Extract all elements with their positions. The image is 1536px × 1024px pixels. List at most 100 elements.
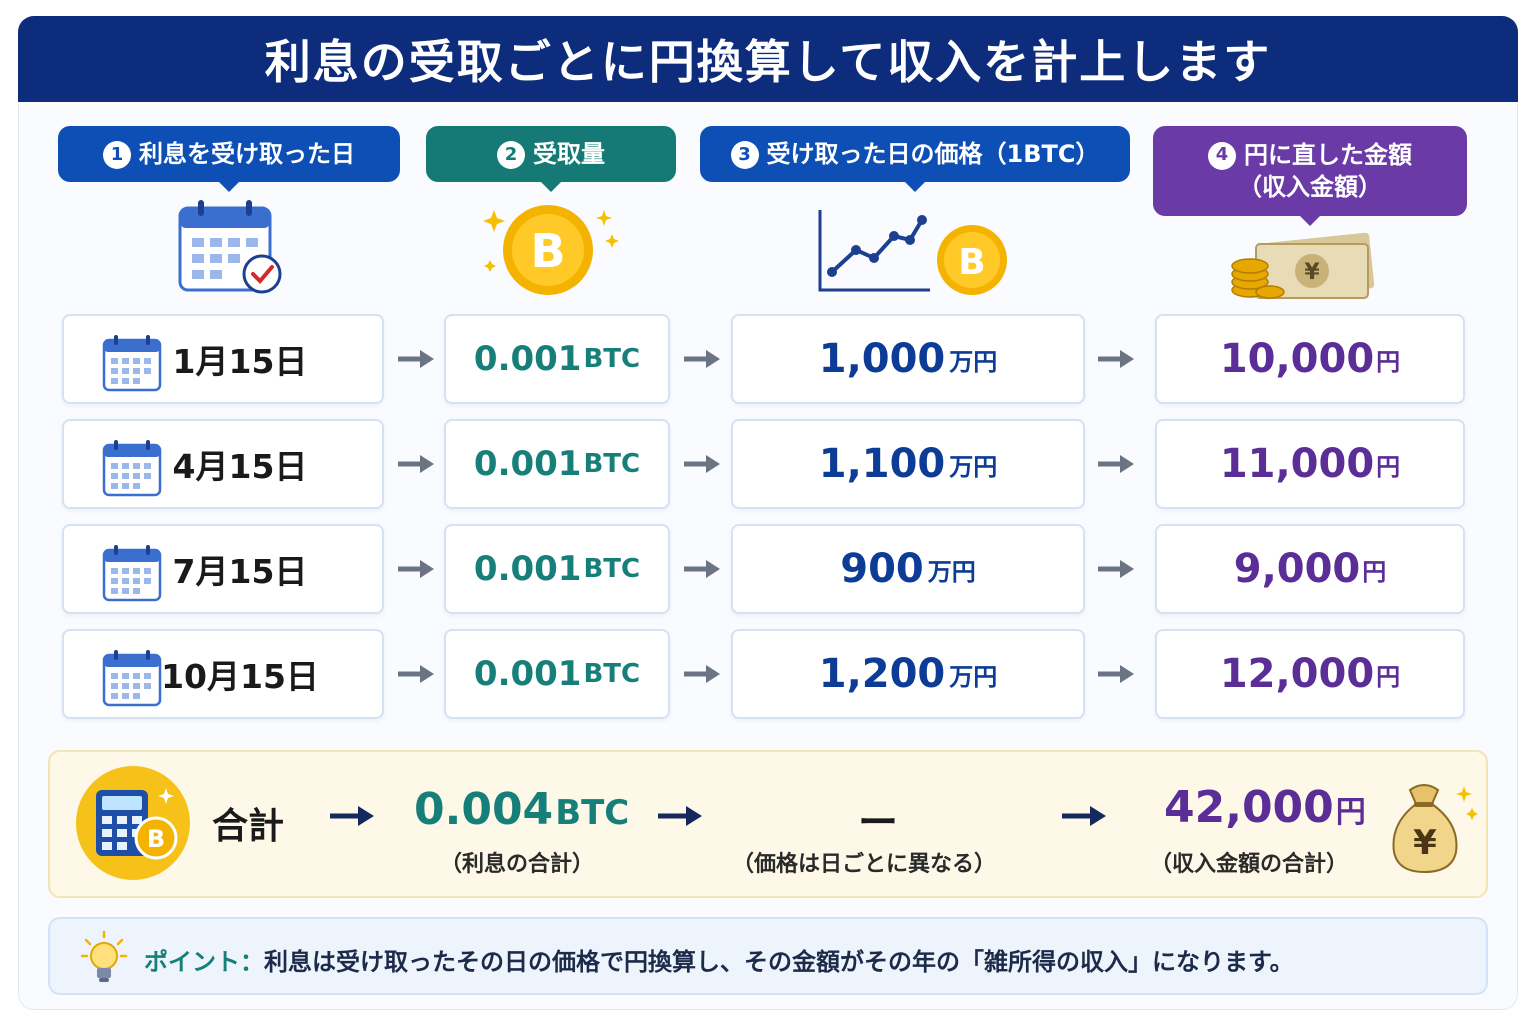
price-value: 1,100 [818,441,946,487]
date-cell: 1月15日 [62,314,384,404]
lightbulb-icon [80,930,128,982]
total-price-dash: ー [858,800,898,846]
yen-value: 11,000 [1219,441,1375,487]
arrow-right-icon [682,558,722,580]
date-value: 4月15日 [172,447,308,486]
step-number: 1 [103,140,131,169]
calendar-icon [102,544,162,606]
btc-unit: BTC [583,344,641,374]
point-body: 利息は受け取ったその日の価格で円換算し、その金額がその年の「雑所得の収入」になり… [264,948,1294,976]
price-value: 1,000 [818,336,946,382]
calendar-icon [102,439,162,501]
bitcoin-symbol: B [530,224,565,278]
yen-unit: 円 [1362,557,1387,586]
total-btc: 0.004BTC [414,784,629,835]
date-value: 1月15日 [172,342,308,381]
calendar-check-icon [178,200,282,294]
column-header-price: 3 受け取った日の価格（1BTC） [700,126,1130,192]
yen-symbol: ¥ [1413,823,1437,863]
btc-unit: BTC [583,449,641,479]
total-label: 合計 [212,806,285,847]
yen-amount-cell: 9,000 円 [1155,524,1465,614]
point-text: ポイント：利息は受け取ったその日の価格で円換算し、その金額がその年の「雑所得の収… [144,942,1294,977]
date-value: 7月15日 [172,552,308,591]
header-label: 受取量 [533,139,605,168]
arrow-right-icon [682,453,722,475]
total-price-note: （価格は日ごとに異なる） [732,852,997,877]
btc-amount-cell: 0.001 BTC [444,314,670,404]
total-btc-value: 0.004 [414,784,554,835]
yen-unit: 円 [1376,452,1401,481]
arrow-right-icon [1096,348,1136,370]
page-title: 利息の受取ごとに円換算して収入を計上します [264,35,1272,89]
arrow-right-icon [682,348,722,370]
column-header-date: 1 利息を受け取った日 [58,126,400,192]
arrow-right-icon [330,806,374,826]
btc-value: 0.001 [473,549,582,589]
price-cell: 900 万円 [731,524,1085,614]
date-cell: 4月15日 [62,419,384,509]
arrow-right-icon [396,663,436,685]
btc-value: 0.001 [473,654,582,694]
line-chart-icon: B [818,210,1007,295]
arrow-right-icon [396,453,436,475]
price-cell: 1,200 万円 [731,629,1085,719]
bitcoin-symbol: B [958,242,985,283]
arrow-right-icon [1062,806,1106,826]
total-yen-note: （収入金額の合計） [1150,852,1349,877]
calendar-icon [102,649,162,711]
btc-value: 0.001 [473,444,582,484]
yen-banknote-icon: ¥ [1231,232,1375,300]
header-label: 受け取った日の価格（1BTC） [766,139,1100,168]
yen-unit: 円 [1376,662,1401,691]
btc-amount-cell: 0.001 BTC [444,629,670,719]
yen-unit: 円 [1376,347,1401,376]
point-label: ポイント： [144,948,264,976]
arrow-right-icon [1096,453,1136,475]
column-header-amount: 2 受取量 [426,126,676,192]
price-unit: 万円 [949,452,998,481]
btc-unit: BTC [583,659,641,689]
btc-amount-cell: 0.001 BTC [444,419,670,509]
step-number: 2 [497,140,525,169]
btc-value: 0.001 [473,339,582,379]
total-yen-value: 42,000 [1164,782,1334,833]
price-unit: 万円 [949,347,998,376]
header-label: 利息を受け取った日 [139,139,355,168]
arrow-right-icon [682,663,722,685]
total-btc-unit: BTC [555,793,630,833]
arrow-right-icon [658,806,702,826]
price-unit: 万円 [949,662,998,691]
arrow-right-icon [1096,663,1136,685]
point-panel [48,917,1488,995]
date-value: 10月15日 [161,657,319,696]
price-unit: 万円 [927,557,976,586]
total-yen-unit: 円 [1335,795,1366,830]
header-sublabel: （収入金額） [1238,173,1382,201]
yen-value: 9,000 [1233,546,1361,592]
btc-amount-cell: 0.001 BTC [444,524,670,614]
total-yen: 42,000円 [1164,782,1366,833]
title-bar: 利息の受取ごとに円換算して収入を計上します [18,16,1518,102]
price-cell: 1,000 万円 [731,314,1085,404]
arrow-right-icon [396,558,436,580]
calculator-icon: B [76,766,190,880]
arrow-right-icon [396,348,436,370]
total-panel [48,750,1488,898]
total-btc-note: （利息の合計） [440,852,595,877]
header-label: 円に直した金額 [1244,140,1412,169]
yen-amount-cell: 10,000 円 [1155,314,1465,404]
btc-unit: BTC [583,554,641,584]
yen-amount-cell: 11,000 円 [1155,419,1465,509]
price-value: 900 [840,546,924,592]
yen-amount-cell: 12,000 円 [1155,629,1465,719]
yen-symbol: ¥ [1304,260,1320,285]
step-number: 4 [1208,141,1236,170]
calendar-icon [102,334,162,396]
yen-value: 10,000 [1219,336,1375,382]
date-cell: 10月15日 [62,629,384,719]
date-cell: 7月15日 [62,524,384,614]
step-number: 3 [730,140,759,169]
bitcoin-symbol: B [147,825,165,853]
yen-value: 12,000 [1219,651,1375,697]
